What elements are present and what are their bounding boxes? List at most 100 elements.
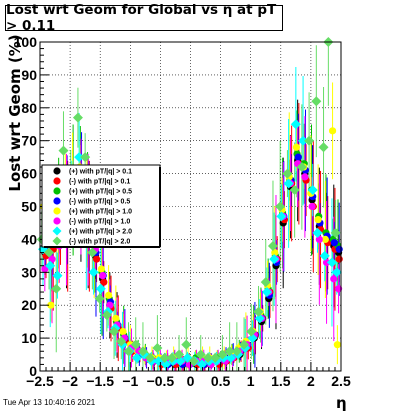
x-tick-label: 0: [187, 373, 195, 389]
data-point: [269, 254, 280, 265]
data-point: [253, 306, 264, 317]
data-point: [328, 127, 337, 135]
legend-entry: (+) with pT/|q| > 2.0: [69, 229, 132, 236]
data-point: [330, 227, 341, 238]
data-point: [283, 178, 294, 189]
data-point: [298, 135, 309, 146]
data-point: [333, 341, 341, 349]
data-point: [88, 267, 99, 278]
legend-marker: [53, 217, 61, 225]
x-tick-label: −2: [62, 373, 78, 389]
data-point: [326, 257, 337, 268]
x-tick-label: −1.5: [86, 373, 114, 389]
data-point: [87, 247, 98, 258]
data-point: [312, 227, 323, 238]
x-tick-label: 1.5: [271, 373, 291, 389]
legend-marker: [53, 197, 61, 205]
data-point: [105, 291, 113, 299]
data-point: [47, 301, 55, 309]
data-point: [296, 162, 307, 173]
data-point: [99, 271, 107, 280]
y-tick-label: 10: [21, 330, 37, 346]
legend-marker: [53, 187, 61, 195]
data-point: [58, 145, 69, 156]
data-point: [196, 359, 207, 370]
data-point: [318, 142, 329, 153]
data-point: [195, 349, 206, 360]
y-tick-label: 100: [14, 34, 38, 50]
data-point: [123, 346, 134, 357]
x-tick-label: −2.5: [26, 373, 54, 389]
data-point: [334, 285, 343, 293]
data-point: [276, 211, 287, 222]
data-point: [52, 270, 63, 281]
data-point: [80, 152, 91, 163]
data-point: [210, 352, 221, 363]
data-point: [254, 313, 265, 324]
data-point: [181, 339, 192, 350]
data-point: [109, 326, 120, 337]
data-point: [314, 216, 322, 224]
legend-entry: (-) with pT/|q| > 0.5: [69, 199, 130, 206]
data-point: [145, 352, 156, 363]
data-point: [131, 352, 142, 363]
data-point: [92, 255, 101, 263]
data-point: [51, 283, 62, 294]
legend-entry: (-) with pT/|q| > 2.0: [69, 239, 130, 246]
data-point: [330, 275, 338, 283]
data-point: [72, 112, 83, 123]
data-point: [174, 349, 185, 360]
legend-entry: (-) with pT/|q| > 1.0: [69, 219, 130, 226]
data-point: [282, 168, 293, 179]
data-point: [74, 152, 85, 163]
data-point: [289, 185, 300, 196]
y-tick-label: 90: [21, 67, 37, 83]
legend-entry: (+) with pT/|q| > 0.5: [69, 189, 132, 196]
data-point: [95, 283, 106, 294]
data-point: [45, 260, 56, 271]
data-point: [247, 333, 258, 344]
y-tick-label: 70: [21, 133, 37, 149]
y-axis-title: Lost wrt Geom (%): [6, 34, 24, 191]
x-tick-label: −0.5: [147, 373, 175, 389]
data-point: [188, 356, 199, 367]
data-point: [44, 247, 55, 258]
x-tick-label: 1: [247, 373, 255, 389]
data-point: [166, 352, 177, 363]
y-tick-label: 40: [21, 231, 37, 247]
data-point: [261, 287, 272, 298]
legend-marker: [53, 167, 61, 175]
data-point: [160, 359, 171, 370]
x-axis-title: η: [336, 394, 347, 412]
data-point: [231, 346, 242, 357]
data-point: [331, 267, 342, 278]
x-tick-label: 2.5: [331, 373, 351, 389]
data-point: [335, 245, 343, 253]
data-point: [159, 352, 170, 363]
legend-marker: [53, 207, 61, 215]
data-point: [330, 239, 338, 247]
timestamp: Tue Apr 13 10:40:16 2021: [3, 398, 96, 407]
y-tick-label: 30: [21, 264, 37, 280]
data-point: [130, 339, 141, 350]
data-point: [335, 255, 343, 263]
data-point: [116, 336, 127, 347]
data-point: [294, 153, 302, 161]
data-point: [239, 339, 250, 350]
data-point: [275, 201, 286, 212]
legend-marker: [53, 177, 61, 185]
data-point: [246, 326, 257, 337]
data-point: [217, 349, 228, 360]
y-tick-label: 80: [21, 100, 37, 116]
data-point: [175, 356, 186, 367]
y-tick-label: 20: [21, 297, 37, 313]
legend-marker: [52, 226, 62, 236]
legend-marker: [52, 236, 62, 246]
data-point: [202, 352, 213, 363]
legend-entry: (+) with pT/|q| > 0.1: [69, 169, 132, 176]
y-tick-label: 60: [21, 166, 37, 182]
data-point: [41, 265, 49, 273]
data-point: [304, 135, 315, 146]
data-point: [94, 293, 105, 304]
data-point: [119, 327, 127, 336]
